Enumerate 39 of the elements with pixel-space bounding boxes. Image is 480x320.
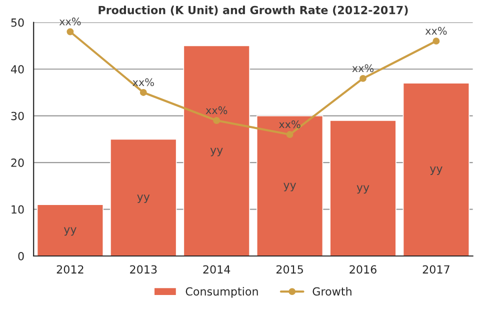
x-tick-label: 2016: [350, 265, 376, 274]
data-label: xx%: [206, 106, 228, 114]
data-label: yy: [210, 148, 223, 156]
y-tick-label: 10: [12, 205, 24, 214]
point: [360, 74, 366, 82]
y-tick-label: 0: [18, 252, 24, 260]
bar: [330, 120, 396, 256]
x-tick-label: 2013: [130, 265, 157, 274]
data-label: xx%: [132, 78, 154, 86]
data-label: xx%: [278, 120, 300, 128]
data-label: yy: [284, 182, 296, 192]
x-tick-label: 2014: [203, 265, 230, 274]
point: [213, 117, 220, 124]
bar: [402, 82, 470, 256]
point: [286, 131, 294, 138]
bar: [256, 115, 324, 256]
data-label: yy: [356, 185, 370, 194]
point: [140, 89, 147, 96]
data-label: xx%: [425, 26, 447, 35]
y-tick-label: 30: [11, 112, 24, 120]
legend-label: Consumption: [186, 287, 258, 298]
legend-label: Growth: [312, 287, 352, 296]
data-label: yy: [137, 194, 150, 203]
x-tick-label: 2017: [422, 265, 450, 274]
point: [432, 38, 440, 45]
data-label: xx%: [59, 18, 81, 26]
point: [66, 28, 74, 36]
y-tick-label: 20: [11, 158, 24, 167]
data-label: yy: [430, 166, 442, 175]
bar: [36, 204, 104, 256]
chart-title: Production (K Unit) and Growth Rate (2012-2017): [98, 6, 408, 16]
y-tick-label: 50: [11, 18, 24, 27]
y-tick-label: 40: [10, 65, 24, 74]
bar: [183, 45, 250, 256]
data-label: yy: [64, 227, 76, 236]
bar: [110, 138, 177, 256]
x-tick-label: 2012: [56, 265, 84, 274]
x-tick-label: 2015: [276, 265, 303, 274]
data-label: xx%: [352, 64, 374, 72]
